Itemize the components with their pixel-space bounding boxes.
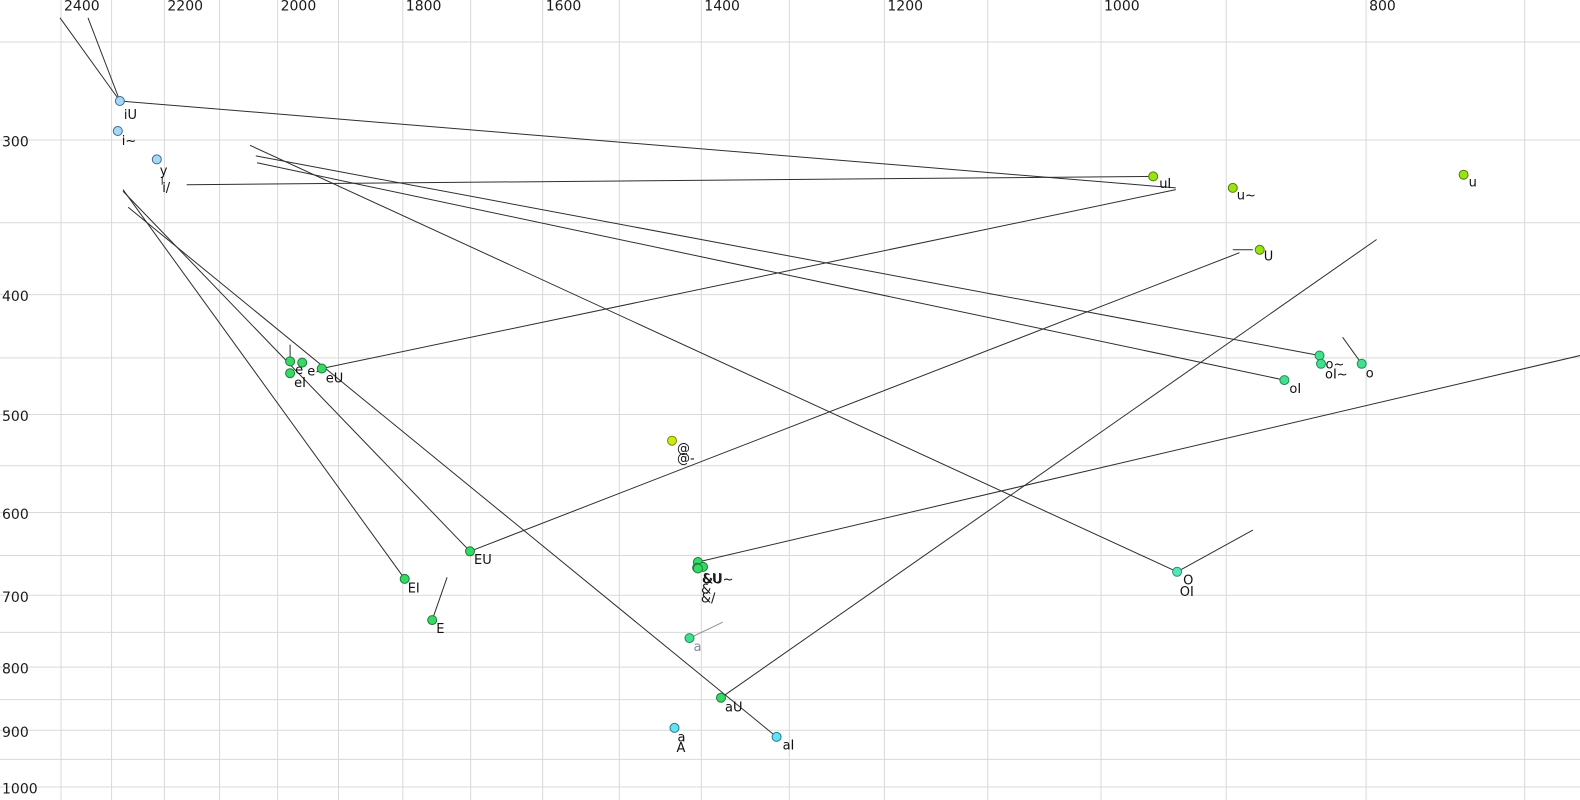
trajectory-uI-glide — [186, 175, 1154, 186]
vowel-label-oI-29: oI — [1289, 382, 1301, 397]
vowel-label-u~-5: u~ — [1237, 189, 1256, 204]
trajectory-EU-offglide — [469, 252, 1240, 552]
trajectory-iU-glide — [119, 100, 1176, 189]
trajectory-E-tail — [431, 577, 448, 621]
vowel-point-U[interactable] — [1254, 244, 1265, 255]
vowel-point-i~[interactable] — [112, 126, 123, 136]
vowel-label-&U~-18: &U~ — [703, 573, 734, 588]
vowel-label-&-19: & — [701, 582, 711, 597]
vowel-label-@--13: @- — [677, 451, 695, 466]
y-tick-label-700: 700 — [2, 590, 29, 606]
y-tick-label-900: 900 — [2, 725, 29, 741]
vowel-label-eI-10: eI — [294, 376, 306, 391]
x-tick-label-1600: 1600 — [546, 0, 582, 15]
y-tick-label-800: 800 — [2, 662, 29, 678]
trajectory-OI-glide — [249, 144, 1178, 573]
x-tick-label-1800: 1800 — [406, 0, 442, 15]
vowel-label-e-8: e — [295, 363, 303, 378]
trajectory-EU-glide — [122, 190, 471, 552]
vowel-point-e[interactable] — [285, 356, 296, 367]
vowel-point-E[interactable] — [427, 615, 438, 626]
vowel-point-&/[interactable] — [692, 563, 703, 574]
trajectory-&U-offglide — [697, 355, 1580, 563]
vowel-point-oI~[interactable] — [1316, 358, 1326, 369]
vowel-label-A-23: A — [677, 741, 686, 756]
x-tick-label-800: 800 — [1369, 0, 1396, 15]
vowel-label-a-21: a — [694, 640, 702, 655]
y-tick-label-1000: 1000 — [2, 782, 38, 798]
vowel-label-&U-17: &U — [702, 572, 722, 587]
vowel-point-e~[interactable] — [297, 357, 308, 368]
trajectory-oI-glide — [256, 162, 1285, 381]
trajectory-EI-glide — [122, 189, 406, 580]
vowel-label-EI-15: EI — [408, 582, 420, 597]
x-tick-label-2200: 2200 — [167, 0, 203, 15]
trajectory-iU-onset-1 — [59, 17, 121, 102]
vowel-label-o-28: o — [1366, 367, 1374, 382]
vowel-point-a[interactable] — [669, 722, 680, 733]
vowel-label-oI~-27: oI~ — [1325, 368, 1348, 383]
x-tick-label-2000: 2000 — [281, 0, 317, 15]
trajectory-o-tail — [1342, 336, 1363, 365]
vowel-label-i~-1: i~ — [122, 134, 137, 149]
trajectory-aI-glide — [127, 206, 777, 738]
vowel-label-i/-3: i/ — [162, 181, 171, 196]
vowel-point-a[interactable] — [684, 633, 695, 644]
vowel-label-U-7: U — [1264, 250, 1274, 265]
trajectory-aU-offglide — [720, 239, 1377, 699]
trajectory-layer — [59, 17, 1580, 738]
vowel-label-OI-31: OI — [1180, 585, 1194, 600]
trajectory-o~-glide — [255, 155, 1320, 356]
vowel-point-layer: iUi~yi/uIu~uUe e~eI eU@@-EUEIE&U&U~&&/aaAa… — [112, 96, 1477, 756]
vowel-label-&/-20: &/ — [701, 591, 716, 606]
vowel-label-u-6: u — [1469, 175, 1477, 190]
trajectory-O-offglide — [1176, 529, 1254, 573]
vowel-point-y[interactable] — [151, 154, 162, 165]
vowel-point-EU[interactable] — [465, 546, 475, 557]
y-tick-label-500: 500 — [2, 409, 29, 425]
vowel-label-O-30: O — [1183, 574, 1193, 589]
vowel-label-E-16: E — [436, 622, 444, 637]
vowel-point-@[interactable] — [667, 435, 677, 446]
trajectory-iU-onset-2 — [87, 17, 121, 102]
vowel-label-iU-0: iU — [124, 108, 137, 123]
x-tick-label-1000: 1000 — [1104, 0, 1140, 15]
x-tick-label-2400: 2400 — [64, 0, 100, 15]
vowel-label-EU-14: EU — [474, 553, 492, 568]
vowel-point-u~[interactable] — [1227, 182, 1238, 193]
vowel-point-uI[interactable] — [1148, 171, 1159, 182]
vowel-label-aU-24: aU — [725, 700, 742, 715]
vowel-point-o[interactable] — [1356, 358, 1367, 369]
vowel-point-aU[interactable] — [716, 692, 726, 703]
vowel-label-o~-26: o~ — [1326, 357, 1345, 372]
vowel-point-O[interactable] — [1172, 566, 1183, 577]
vowel-point-o~[interactable] — [1314, 350, 1325, 361]
trajectory-eU-glide — [321, 189, 1176, 369]
y-tick-label-400: 400 — [2, 289, 29, 305]
vowel-point-iU[interactable] — [114, 96, 125, 106]
x-tick-label-1200: 1200 — [887, 0, 923, 15]
vowel-label-aI-25: aI — [783, 739, 795, 754]
x-tick-label-1400: 1400 — [704, 0, 740, 15]
vowel-label-uI-4: uI — [1159, 177, 1171, 192]
vowel-point-u[interactable] — [1458, 169, 1469, 180]
trajectory-a-muted-tail — [689, 621, 723, 639]
vowel-label-y-2: y — [160, 164, 168, 179]
vowel-point-oI[interactable] — [1279, 375, 1290, 386]
vowel-point-EI[interactable] — [399, 573, 410, 584]
vowel-label-@-12: @ — [677, 441, 690, 456]
y-tick-label-300: 300 — [2, 135, 29, 151]
vowel-label-eU-11: eU — [326, 371, 344, 386]
axis-tick-layer: 2400 2200 2000 1800 1600 1400 1200 1000 800 300 40… — [2, 0, 1396, 798]
vowel-point-eU[interactable] — [316, 363, 327, 374]
vowel-point-aI[interactable] — [771, 731, 782, 742]
vowel-point-eI[interactable] — [285, 368, 296, 379]
y-tick-label-600: 600 — [2, 507, 29, 523]
vowel-label-a-22: a — [678, 731, 686, 746]
